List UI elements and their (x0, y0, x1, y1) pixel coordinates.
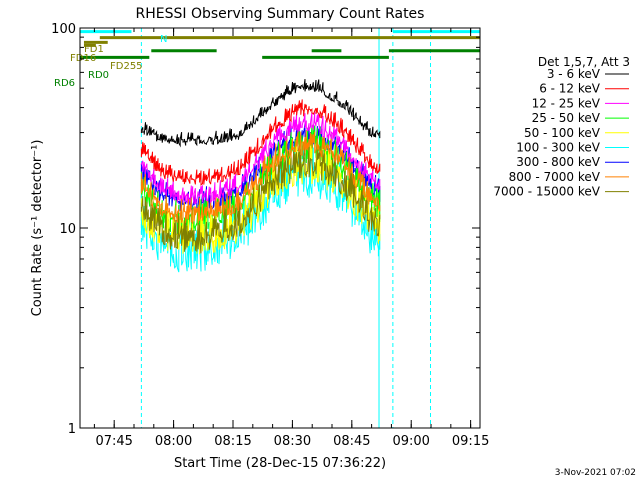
x-tick-label: 09:00 (392, 434, 429, 449)
legend-entry-label: 7000 - 15000 keV (493, 185, 600, 199)
y-tick-label: 10 (59, 222, 76, 237)
legend-entry-label: 25 - 50 keV (532, 111, 601, 125)
flag-label-fd1: FD1 (84, 44, 104, 55)
x-tick-label: 08:15 (214, 434, 251, 449)
legend-entry-label: 12 - 25 keV (532, 96, 601, 110)
flag-label-n: N (160, 34, 167, 45)
legend-entry-label: 3 - 6 keV (547, 67, 601, 81)
series-line (140, 79, 381, 148)
x-tick-label: 09:15 (452, 434, 489, 449)
chart-title: RHESSI Observing Summary Count Rates (136, 6, 425, 22)
flag-label-rd0: RD0 (88, 70, 109, 81)
series-line (140, 129, 381, 225)
series-line (140, 99, 381, 186)
flag-label-rd6: RD6 (54, 78, 75, 89)
series-line (140, 141, 381, 254)
legend-entry-label: 50 - 100 keV (524, 126, 601, 140)
x-tick-label: 08:45 (333, 434, 370, 449)
legend-entry-label: 800 - 7000 keV (509, 170, 601, 184)
x-tick-label: 08:30 (274, 434, 311, 449)
flag-label-fd255: FD255 (110, 61, 143, 72)
x-tick-label: 07:45 (95, 434, 132, 449)
y-tick-label: 100 (51, 22, 76, 37)
legend-entry-label: 100 - 300 keV (516, 141, 600, 155)
legend-entry-label: 300 - 800 keV (516, 155, 600, 169)
y-axis-label: Count Rate (s⁻¹ detector⁻¹) (30, 140, 45, 317)
x-axis-label: Start Time (28-Dec-15 07:36:22) (174, 456, 386, 471)
footer-timestamp: 3-Nov-2021 07:02 (555, 468, 636, 478)
series-line (140, 112, 381, 206)
legend-header: Det 1,5,7, Att 3 (538, 55, 630, 69)
axes: 07:45 08:00 08:15 08:30 08:45 09:00 09:15 1 10 10… (51, 22, 489, 449)
x-tick-label: 08:00 (155, 434, 192, 449)
y-tick-label: 1 (68, 422, 76, 437)
legend-entry-label: 6 - 12 keV (539, 82, 601, 96)
